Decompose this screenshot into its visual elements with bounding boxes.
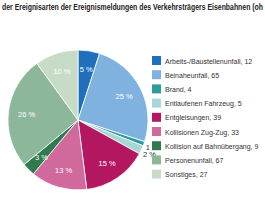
data-label: 25 % <box>116 92 133 101</box>
legend-label: Arbeits-/Baustellenunfall, 12 <box>165 58 252 65</box>
legend-label: Personenunfall, 67 <box>165 157 223 164</box>
legend-swatch <box>152 56 161 65</box>
data-label: 5 % <box>80 65 93 74</box>
data-label: 26 % <box>18 110 35 119</box>
slice <box>78 120 139 189</box>
slice <box>37 50 78 120</box>
legend-label: Beinaheunfall, 65 <box>165 72 219 79</box>
legend-label: Entlaufenen Fahrzeug, 5 <box>165 100 242 108</box>
legend-swatch <box>152 127 161 136</box>
legend-label: Brand, 4 <box>165 86 192 93</box>
legend-swatch <box>152 170 161 179</box>
data-label: 13 % <box>55 166 72 175</box>
legend-swatch <box>152 70 161 79</box>
legend-label: Sonstiges, 27 <box>165 171 208 179</box>
slices <box>8 50 148 190</box>
data-label: 15 % <box>99 159 116 168</box>
legend-swatch <box>152 99 161 108</box>
data-label: 3 % <box>35 153 48 162</box>
legend-swatch <box>152 141 161 150</box>
title: der Ereignisarten der Ereignismeldungen … <box>2 2 263 12</box>
legend: Arbeits-/Baustellenunfall, 12 Beinaheunfa… <box>152 56 259 179</box>
legend-label: Kollision auf Bahnübergang, 9 <box>165 143 259 151</box>
legend-swatch <box>152 155 161 164</box>
legend-label: Entgleisungen, 39 <box>165 114 221 122</box>
legend-swatch <box>152 84 161 93</box>
labels: 5 %25 %1 %2 %15 %13 %3 %26 %10 % <box>18 65 159 175</box>
data-label: 10 % <box>53 67 70 76</box>
chart: der Ereignisarten der Ereignismeldungen … <box>0 0 265 198</box>
legend-label: Kollisionen Zug-Zug, 33 <box>165 129 239 137</box>
legend-swatch <box>152 113 161 122</box>
